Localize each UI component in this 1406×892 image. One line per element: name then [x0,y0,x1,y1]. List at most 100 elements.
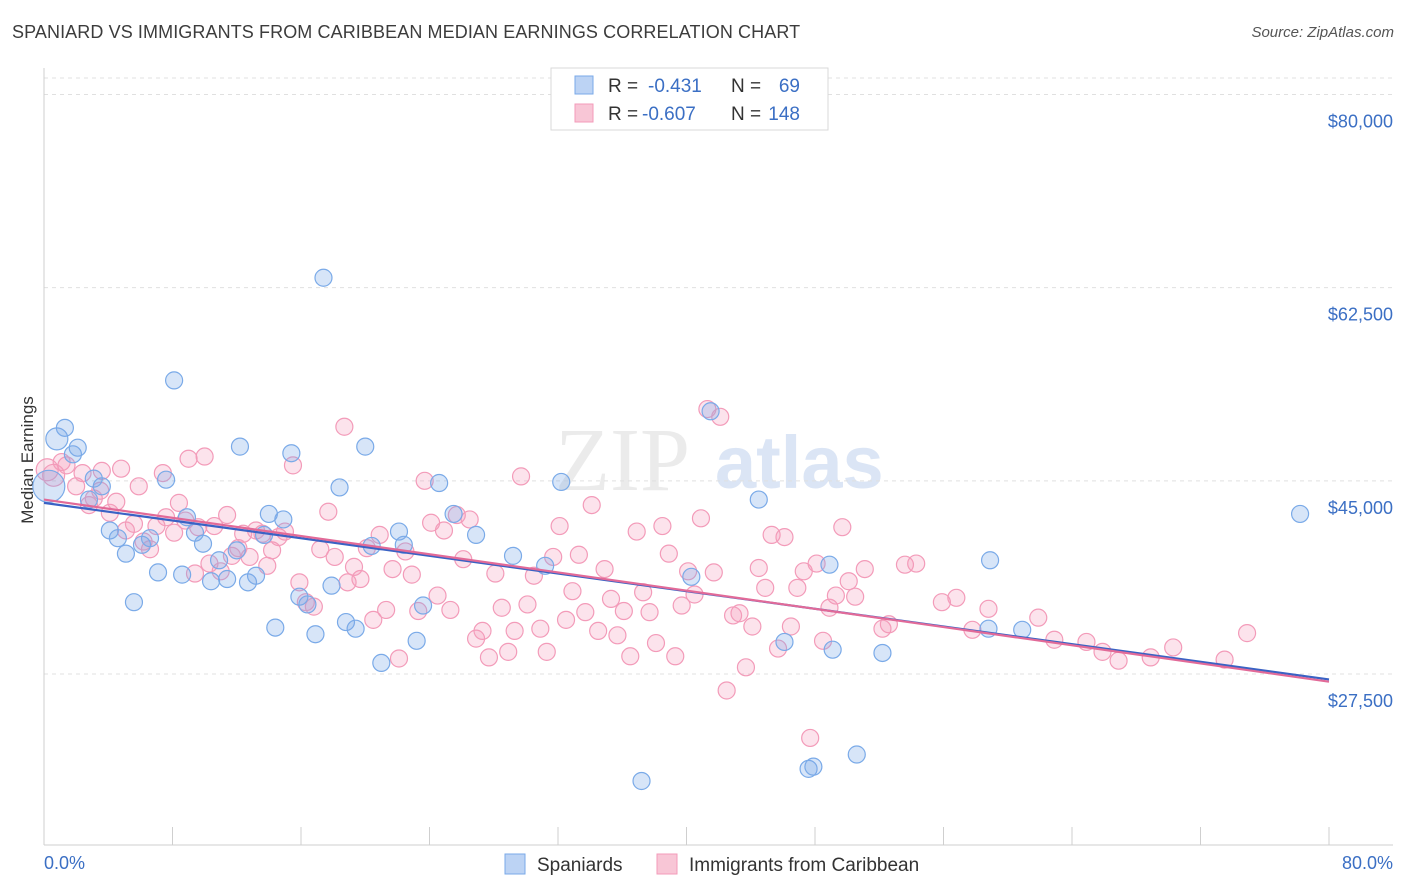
point-spaniards-57 [749,490,768,509]
point-caribbean-117 [768,639,788,658]
point-caribbean-27 [195,447,214,466]
point-caribbean-100 [659,544,678,563]
point-spaniards-61 [820,555,839,574]
x-tick-label-max: 80.0% [1342,853,1393,873]
point-caribbean-49 [335,417,354,436]
point-spaniards-47 [413,596,433,615]
point-spaniards-10 [116,544,136,563]
point-caribbean-61 [409,601,428,621]
point-spaniards-49 [444,504,463,524]
point-spaniards-24 [227,541,246,560]
point-caribbean-14 [124,514,144,533]
point-caribbean-88 [582,495,601,515]
point-caribbean-24 [179,449,198,468]
point-caribbean-81 [537,642,556,661]
point-caribbean-77 [511,467,531,486]
point-spaniards-30 [266,618,285,637]
point-spaniards-15 [156,470,176,489]
point-caribbean-127 [833,518,852,537]
point-caribbean-12 [111,459,131,478]
point-caribbean-90 [595,560,614,579]
point-caribbean-92 [608,626,627,645]
point-spaniards-40 [346,619,365,638]
point-caribbean-101 [666,647,685,666]
legend-r-value-1: -0.431 [648,76,702,97]
point-caribbean-43 [290,573,309,592]
point-spaniards-4 [68,438,87,457]
point-caribbean-103 [679,562,698,581]
point-spaniards-41 [356,437,375,456]
trend-lines [43,498,1330,683]
point-caribbean-11 [107,492,126,511]
point-spaniards-34 [298,595,317,614]
point-caribbean-145 [1164,638,1183,657]
point-caribbean-73 [486,564,505,583]
point-caribbean-134 [907,554,926,573]
point-caribbean-48 [325,547,344,567]
point-caribbean-87 [576,603,595,622]
series-immigrants-points [35,399,1257,748]
point-caribbean-60 [402,565,421,584]
point-caribbean-57 [383,560,402,579]
point-caribbean-64 [428,586,447,605]
point-spaniards-54 [632,771,651,791]
point-caribbean-112 [736,658,756,677]
point-caribbean-3 [57,456,76,475]
point-spaniards-46 [407,631,426,650]
point-spaniards-0 [32,469,66,503]
point-caribbean-69 [460,510,479,529]
y-tick-labels: $27,500 $45,000 $62,500 $80,000 [1328,112,1393,711]
point-caribbean-22 [169,493,189,512]
point-caribbean-71 [473,621,492,641]
point-caribbean-109 [717,681,736,700]
point-caribbean-140 [1045,630,1064,649]
point-spaniards-43 [372,653,391,673]
point-spaniards-11 [124,593,144,612]
point-caribbean-120 [788,578,807,597]
y-tick-label-3: $80,000 [1328,112,1393,132]
bottom-legend-caribbean: Immigrants from Caribbean [689,855,919,876]
point-spaniards-35 [306,625,325,644]
watermark-zip: ZIP [555,411,690,510]
point-caribbean-52 [351,569,370,589]
point-spaniards-20 [193,534,213,553]
point-spaniards-38 [330,478,349,497]
point-caribbean-75 [499,642,518,661]
legend-n-value-2: 148 [768,104,800,125]
point-caribbean-128 [839,572,858,591]
point-caribbean-66 [441,600,460,620]
point-caribbean-143 [1109,651,1128,670]
point-caribbean-139 [1029,608,1048,627]
point-spaniards-60 [804,757,823,776]
bottom-legend-swatch-caribbean [656,853,678,875]
point-spaniards-21 [201,572,221,591]
point-caribbean-72 [479,648,499,667]
source-credit: Source: ZipAtlas.com [1251,24,1394,41]
x-tick-label-min: 0.0% [44,853,85,873]
axes [43,68,1393,846]
point-caribbean-130 [855,560,874,579]
point-spaniards-7 [92,477,111,496]
point-caribbean-25 [185,564,205,583]
point-spaniards-22 [209,551,229,570]
point-caribbean-126 [826,586,845,605]
legend-n-label-1: N = [731,76,761,97]
point-caribbean-105 [691,509,711,528]
point-caribbean-83 [550,516,569,536]
point-caribbean-98 [646,633,666,653]
point-caribbean-95 [627,522,646,541]
point-caribbean-78 [518,595,537,614]
point-spaniards-51 [503,546,523,565]
point-caribbean-129 [846,587,865,606]
point-caribbean-65 [434,521,454,540]
legend-box [550,67,829,131]
point-caribbean-99 [653,516,672,536]
point-caribbean-114 [749,558,768,578]
point-spaniards-66 [980,551,1000,570]
point-spaniards-63 [847,745,866,764]
point-spaniards-48 [430,473,449,493]
bottom-legend-spaniards: Spaniards [537,855,623,876]
point-caribbean-62 [415,471,434,490]
point-caribbean-15 [129,477,148,496]
point-spaniards-37 [322,576,341,595]
